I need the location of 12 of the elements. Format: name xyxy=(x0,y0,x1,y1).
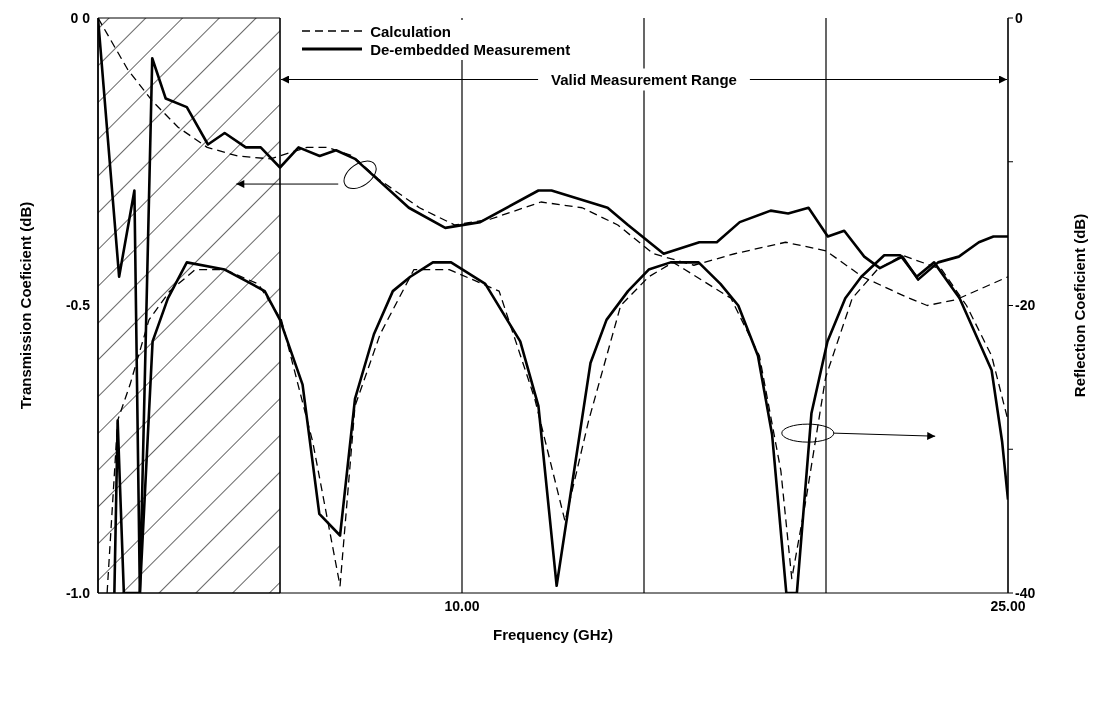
y-tick-label: -0.5 xyxy=(65,297,91,314)
y-tick-label: 0 0 xyxy=(70,9,91,26)
annotation: Valid Measurement Range xyxy=(551,70,737,88)
legend-label: De-embedded Measurement xyxy=(370,40,571,58)
y2-tick-label: 0 xyxy=(1015,9,1023,26)
x-axis-title: Frequency (GHz) xyxy=(492,626,614,643)
x-tick-label: 10.00 xyxy=(444,597,480,614)
legend-label: Calculation xyxy=(370,22,452,40)
y-tick-label: -1.0 xyxy=(65,584,91,601)
y2-tick-label: -20 xyxy=(1015,297,1036,314)
y2-axis-title: Reflection Coeficient (dB) xyxy=(1071,213,1089,398)
y-axis-title: Transmission Coeficient (dB) xyxy=(17,201,35,410)
